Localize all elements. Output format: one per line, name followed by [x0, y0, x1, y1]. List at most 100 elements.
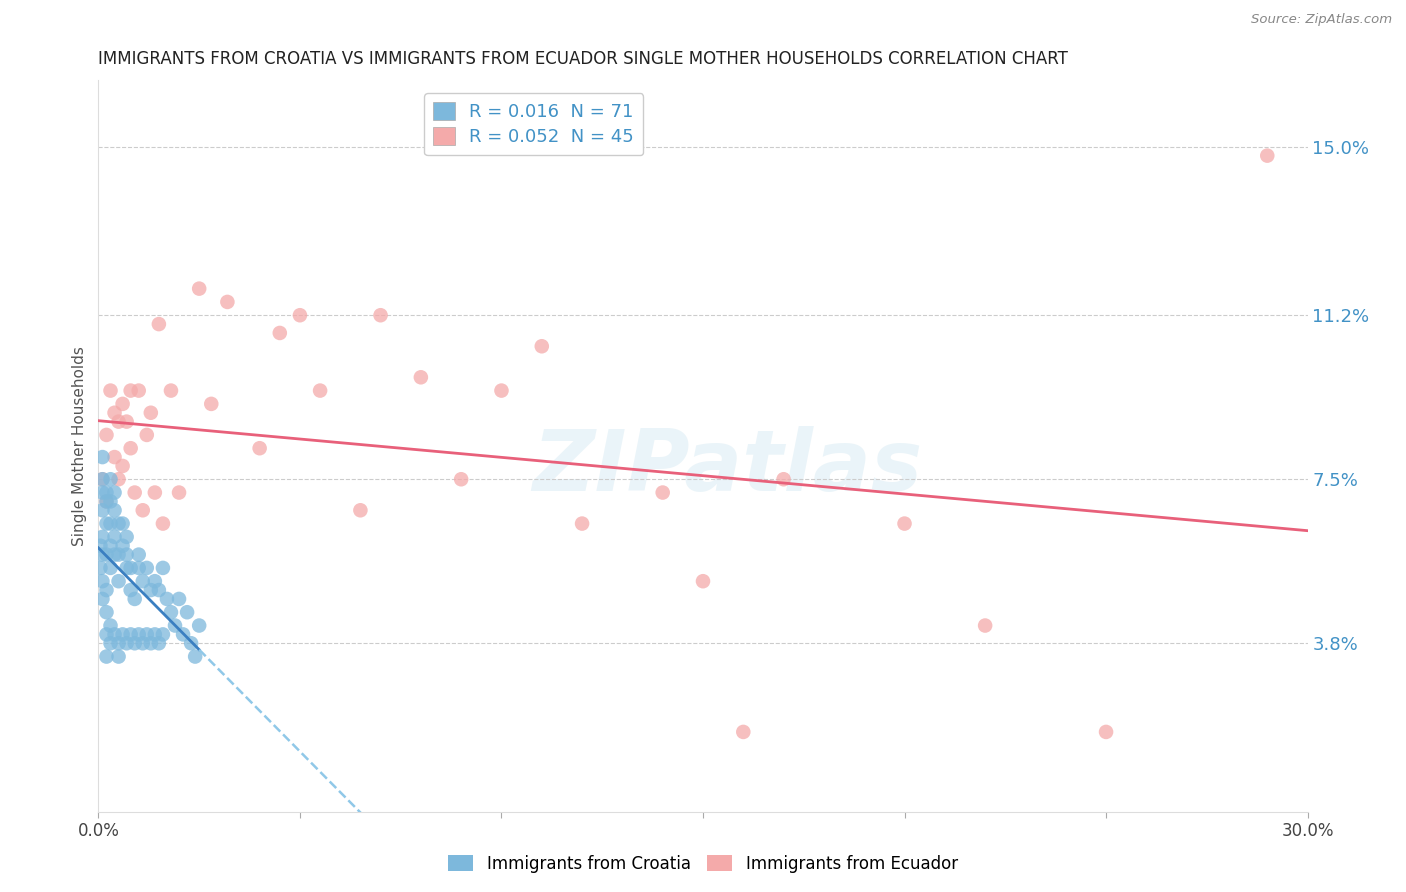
- Point: [160, 605, 183, 619]
- Point: [120, 583, 142, 598]
- Point: [89, 561, 111, 575]
- Point: [96, 516, 118, 531]
- Point: [120, 561, 142, 575]
- Point: [128, 548, 150, 562]
- Point: [111, 516, 134, 531]
- Point: [139, 636, 162, 650]
- Point: [184, 649, 207, 664]
- Point: [111, 458, 134, 473]
- Point: [135, 627, 157, 641]
- Point: [152, 561, 174, 575]
- Point: [100, 636, 122, 650]
- Point: [152, 516, 174, 531]
- Point: [91, 472, 114, 486]
- Point: [91, 503, 114, 517]
- Point: [111, 397, 134, 411]
- Point: [103, 548, 125, 562]
- Point: [132, 574, 155, 589]
- Point: [100, 561, 122, 575]
- Point: [107, 548, 129, 562]
- Point: [91, 591, 114, 606]
- Point: [188, 618, 211, 632]
- Point: [530, 339, 553, 353]
- Point: [96, 494, 118, 508]
- Point: [115, 636, 138, 650]
- Point: [103, 503, 125, 517]
- Point: [249, 441, 271, 455]
- Point: [143, 485, 166, 500]
- Point: [89, 539, 111, 553]
- Point: [370, 308, 392, 322]
- Point: [733, 725, 755, 739]
- Point: [124, 636, 146, 650]
- Point: [450, 472, 472, 486]
- Point: [96, 627, 118, 641]
- Text: Source: ZipAtlas.com: Source: ZipAtlas.com: [1251, 13, 1392, 27]
- Point: [692, 574, 714, 589]
- Point: [217, 294, 239, 309]
- Point: [772, 472, 794, 486]
- Point: [160, 384, 183, 398]
- Point: [100, 516, 122, 531]
- Point: [349, 503, 371, 517]
- Point: [96, 428, 118, 442]
- Point: [156, 591, 179, 606]
- Point: [96, 485, 118, 500]
- Point: [893, 516, 915, 531]
- Point: [139, 583, 162, 598]
- Point: [100, 494, 122, 508]
- Point: [115, 561, 138, 575]
- Point: [143, 574, 166, 589]
- Point: [107, 574, 129, 589]
- Point: [172, 627, 194, 641]
- Point: [1095, 725, 1118, 739]
- Point: [96, 548, 118, 562]
- Point: [120, 384, 142, 398]
- Point: [115, 530, 138, 544]
- Point: [96, 605, 118, 619]
- Point: [100, 539, 122, 553]
- Point: [96, 494, 118, 508]
- Point: [111, 627, 134, 641]
- Text: IMMIGRANTS FROM CROATIA VS IMMIGRANTS FROM ECUADOR SINGLE MOTHER HOUSEHOLDS CORR: IMMIGRANTS FROM CROATIA VS IMMIGRANTS FR…: [98, 50, 1069, 68]
- Point: [163, 618, 186, 632]
- Text: ZIPatlas: ZIPatlas: [531, 426, 922, 509]
- Point: [152, 627, 174, 641]
- Point: [100, 618, 122, 632]
- Point: [180, 636, 202, 650]
- Point: [135, 428, 157, 442]
- Point: [491, 384, 513, 398]
- Point: [103, 627, 125, 641]
- Point: [103, 450, 125, 464]
- Point: [103, 406, 125, 420]
- Point: [309, 384, 332, 398]
- Point: [107, 472, 129, 486]
- Point: [1256, 148, 1278, 162]
- Point: [124, 591, 146, 606]
- Point: [91, 472, 114, 486]
- Point: [124, 485, 146, 500]
- Point: [139, 406, 162, 420]
- Point: [148, 583, 170, 598]
- Point: [111, 539, 134, 553]
- Point: [107, 636, 129, 650]
- Point: [100, 472, 122, 486]
- Point: [128, 627, 150, 641]
- Point: [120, 441, 142, 455]
- Legend: Immigrants from Croatia, Immigrants from Ecuador: Immigrants from Croatia, Immigrants from…: [441, 848, 965, 880]
- Point: [571, 516, 593, 531]
- Point: [96, 649, 118, 664]
- Point: [128, 384, 150, 398]
- Point: [269, 326, 291, 340]
- Point: [91, 530, 114, 544]
- Point: [132, 503, 155, 517]
- Point: [288, 308, 311, 322]
- Point: [107, 649, 129, 664]
- Point: [651, 485, 673, 500]
- Point: [120, 627, 142, 641]
- Point: [200, 397, 222, 411]
- Point: [132, 636, 155, 650]
- Point: [91, 548, 114, 562]
- Y-axis label: Single Mother Households: Single Mother Households: [72, 346, 87, 546]
- Point: [188, 282, 211, 296]
